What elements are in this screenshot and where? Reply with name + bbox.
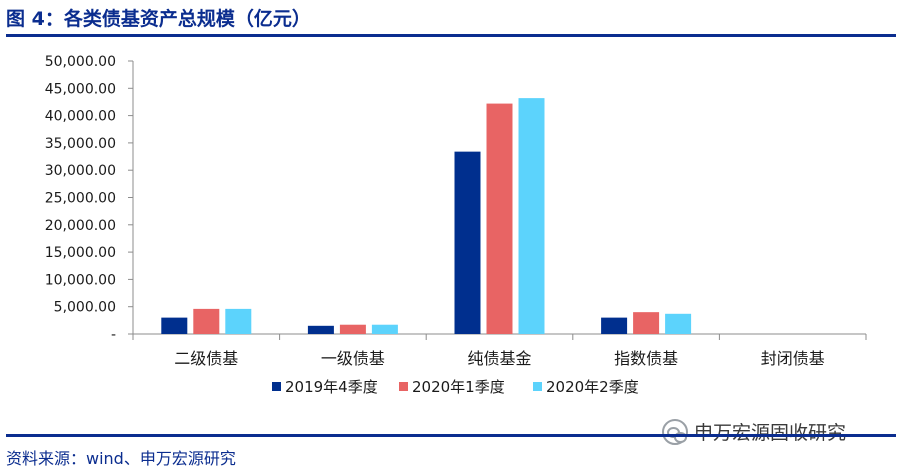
legend: 2019年4季度 2020年1季度 2020年2季度 <box>272 378 639 396</box>
x-tick-label: 纯债基金 <box>467 349 531 368</box>
y-tick-label: 40,000.00 <box>45 109 116 125</box>
bars <box>161 98 692 335</box>
y-tick-label: 10,000.00 <box>45 272 116 288</box>
legend-label: 2020年2季度 <box>546 378 639 396</box>
legend-swatch <box>272 382 281 391</box>
legend-swatch <box>533 382 542 391</box>
bar <box>518 98 545 335</box>
y-tick-label: 25,000.00 <box>45 191 116 207</box>
watermark-text: 申万宏源固收研究 <box>694 422 847 444</box>
y-tick-label: 50,000.00 <box>45 54 116 70</box>
y-tick-label: - <box>111 327 116 343</box>
footer-rule <box>6 434 896 437</box>
bar <box>454 151 481 334</box>
x-axis: 二级债基 一级债基 纯债基金 指数债基 封闭债基 <box>132 333 867 368</box>
bar-chart: - 5,000.00 10,000.00 15,000.00 20,000.00 25,0… <box>45 54 867 396</box>
y-tick-label: 30,000.00 <box>45 163 116 179</box>
wechat-icon <box>662 418 688 445</box>
bar <box>486 103 513 334</box>
legend-swatch <box>399 382 408 391</box>
bar <box>371 324 398 334</box>
legend-label: 2019年4季度 <box>285 378 378 396</box>
y-tick-label: 45,000.00 <box>45 81 116 97</box>
bar <box>601 317 628 334</box>
figure-title: 图 4：各类债基资产总规模（亿元） <box>6 8 311 30</box>
x-tick-label: 指数债基 <box>614 349 678 368</box>
bar <box>339 324 366 334</box>
bar <box>633 312 660 334</box>
bar <box>161 317 188 334</box>
watermark: 申万宏源固收研究 <box>662 418 846 445</box>
y-tick-label: 5,000.00 <box>54 300 116 316</box>
bar <box>225 308 252 334</box>
y-axis: - 5,000.00 10,000.00 15,000.00 20,000.00 25,0… <box>45 54 134 343</box>
bar <box>665 313 692 334</box>
x-tick-label: 二级债基 <box>174 349 238 368</box>
source-note: 资料来源：wind、申万宏源研究 <box>6 449 236 468</box>
y-tick-label: 15,000.00 <box>45 245 116 261</box>
x-tick-label: 一级债基 <box>321 349 385 368</box>
bar <box>193 308 220 334</box>
y-tick-label: 20,000.00 <box>45 218 116 234</box>
legend-label: 2020年1季度 <box>412 378 505 396</box>
title-rule <box>6 34 896 37</box>
y-tick-label: 35,000.00 <box>45 136 116 152</box>
bar <box>307 325 334 334</box>
x-tick-label: 封闭债基 <box>761 349 825 368</box>
